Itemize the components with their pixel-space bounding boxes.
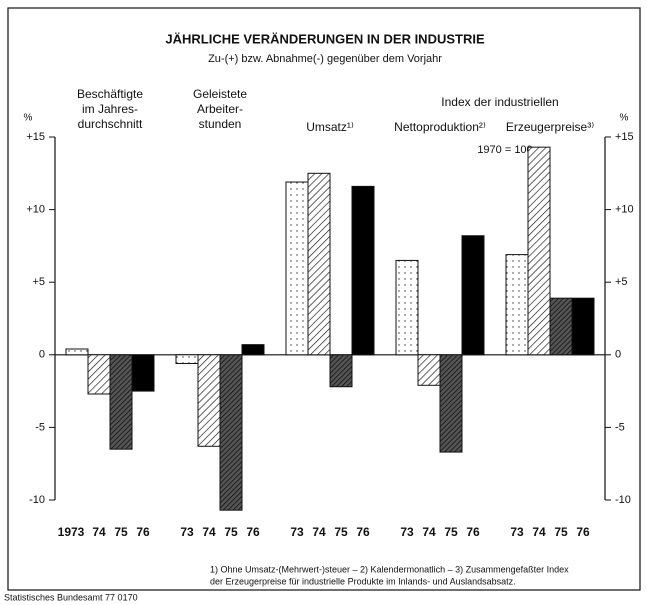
bar <box>527 146 551 356</box>
y2-tick-label: 0 <box>615 349 621 361</box>
y2-axis-label: % <box>620 113 629 124</box>
bar <box>307 172 331 356</box>
footnote: 1) Ohne Umsatz-(Mehrwert-)steuer – 2) Ka… <box>210 564 569 574</box>
y2-tick-label: -10 <box>615 494 631 506</box>
subtitle: Zu-(+) bzw. Abnahme(-) gegenüber dem Vor… <box>208 53 442 65</box>
y2-tick-label: +15 <box>615 131 634 143</box>
y2-tick-label: +5 <box>615 276 628 288</box>
bar <box>109 354 133 450</box>
category-label: stunden <box>199 117 242 131</box>
y-tick-label: -5 <box>35 421 45 433</box>
bar <box>417 354 441 386</box>
bar <box>351 185 375 356</box>
y-tick-label: +10 <box>26 204 45 216</box>
category-label: Erzeugerpreise³⁾ <box>506 120 594 134</box>
bar <box>241 344 265 356</box>
bar <box>131 354 155 392</box>
x-tick-label: 1973 <box>58 525 85 539</box>
x-tick-label: 76 <box>136 525 150 539</box>
category-label: Beschäftigte <box>77 87 143 101</box>
x-tick-label: 75 <box>554 525 568 539</box>
group-header: Index der industriellen <box>441 95 558 109</box>
bar <box>395 259 419 356</box>
category-label: Nettoproduktion²⁾ <box>394 120 486 134</box>
x-tick-label: 76 <box>246 525 260 539</box>
x-tick-label: 75 <box>334 525 348 539</box>
x-tick-label: 74 <box>202 525 216 539</box>
x-tick-label: 73 <box>180 525 194 539</box>
x-tick-label: 74 <box>422 525 436 539</box>
x-tick-label: 73 <box>510 525 524 539</box>
y2-tick-label: +10 <box>615 204 634 216</box>
category-label: Arbeiter- <box>197 102 243 116</box>
bar <box>285 181 309 356</box>
source: Statistisches Bundesamt 77 0170 <box>4 592 138 602</box>
chart-title: JÄHRLICHE VERÄNDERUNGEN IN DER INDUSTRIE <box>165 31 485 46</box>
x-tick-label: 73 <box>400 525 414 539</box>
bar <box>461 235 485 356</box>
y-tick-label: +5 <box>32 276 45 288</box>
x-tick-label: 74 <box>532 525 546 539</box>
x-tick-label: 74 <box>92 525 106 539</box>
y-axis-label: % <box>24 113 33 124</box>
bar <box>505 254 529 356</box>
bar <box>571 297 595 356</box>
bar <box>219 354 243 511</box>
x-tick-label: 76 <box>356 525 370 539</box>
bar <box>549 297 573 356</box>
bar <box>439 354 463 453</box>
category-label: durchschnitt <box>78 117 143 131</box>
x-tick-label: 73 <box>290 525 304 539</box>
footnote: der Erzeugerpreise für industrielle Prod… <box>210 576 516 586</box>
category-label: Umsatz¹⁾ <box>306 120 354 134</box>
bar <box>175 354 199 365</box>
x-tick-label: 76 <box>576 525 590 539</box>
category-label: im Jahres- <box>82 102 138 116</box>
x-tick-label: 75 <box>224 525 238 539</box>
y2-tick-label: -5 <box>615 421 625 433</box>
x-tick-label: 75 <box>444 525 458 539</box>
annotation: 1970 = 100 <box>477 144 532 156</box>
y-tick-label: +15 <box>26 131 45 143</box>
bar <box>65 348 89 356</box>
y-tick-label: 0 <box>39 349 45 361</box>
frame <box>7 7 641 591</box>
x-tick-label: 76 <box>466 525 480 539</box>
bar <box>329 354 353 388</box>
bar <box>197 354 221 447</box>
x-tick-label: 74 <box>312 525 326 539</box>
category-label: Geleistete <box>193 87 247 101</box>
x-tick-label: 75 <box>114 525 128 539</box>
y-tick-label: -10 <box>29 494 45 506</box>
bar <box>87 354 111 395</box>
